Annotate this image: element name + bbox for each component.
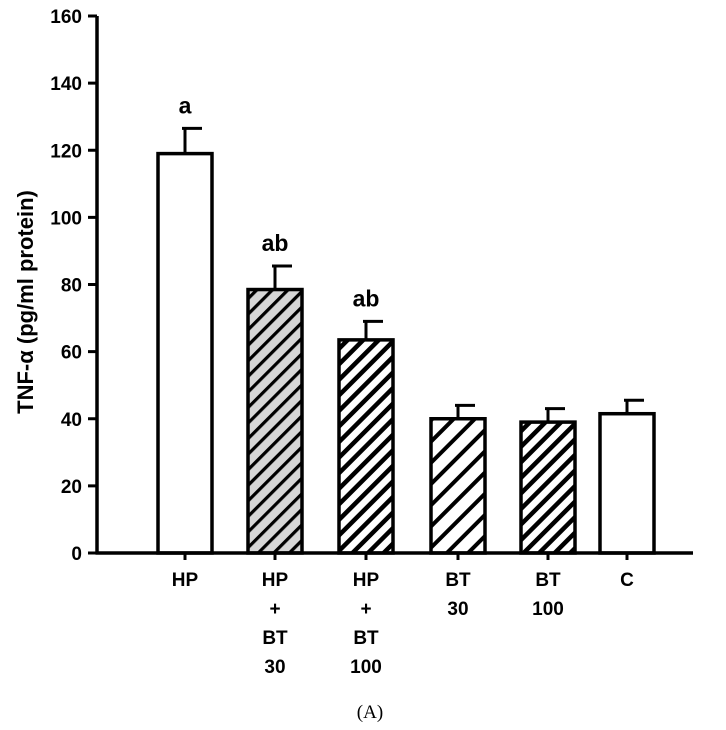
bar — [337, 338, 395, 555]
bar — [429, 417, 487, 555]
category-label: 100 — [532, 599, 564, 620]
y-tick-label: 120 — [50, 141, 82, 162]
significance-label: a — [179, 92, 192, 118]
category-label: + — [269, 599, 280, 620]
category-label: BT — [353, 628, 379, 649]
category-label: C — [620, 570, 634, 591]
category-label: HP — [262, 570, 289, 591]
category-label: 30 — [447, 599, 468, 620]
bars-layer: a HP ab HP + BT 30 ab HP + BT 100 BT 30 BT 100 C — [156, 92, 656, 678]
y-tick-label: 160 — [50, 7, 82, 28]
category-label: 30 — [264, 657, 285, 678]
category-label: HP — [353, 570, 380, 591]
panel-label: (A) — [357, 702, 383, 723]
category-label: + — [360, 599, 371, 620]
category-label: BT — [535, 570, 561, 591]
axes-layer: 0 20 40 60 80 100 120 140 160 — [50, 7, 693, 565]
category-label: 100 — [350, 657, 382, 678]
y-tick-label: 40 — [61, 410, 82, 431]
y-tick-label: 20 — [61, 477, 82, 498]
y-axis-label: TNF-α (pg/ml protein) — [13, 190, 38, 414]
bar — [246, 287, 304, 555]
bar — [519, 420, 577, 555]
significance-label: ab — [262, 230, 289, 256]
y-tick-label: 60 — [61, 343, 82, 364]
significance-label: ab — [353, 285, 380, 311]
y-tick-label: 0 — [71, 544, 82, 565]
category-label: BT — [445, 570, 471, 591]
y-tick-label: 140 — [50, 74, 82, 95]
category-label: BT — [262, 628, 288, 649]
bar — [598, 411, 656, 555]
category-label: HP — [172, 570, 199, 591]
y-tick-label: 80 — [61, 276, 82, 297]
bar — [156, 151, 214, 555]
y-tick-label: 100 — [50, 208, 82, 229]
